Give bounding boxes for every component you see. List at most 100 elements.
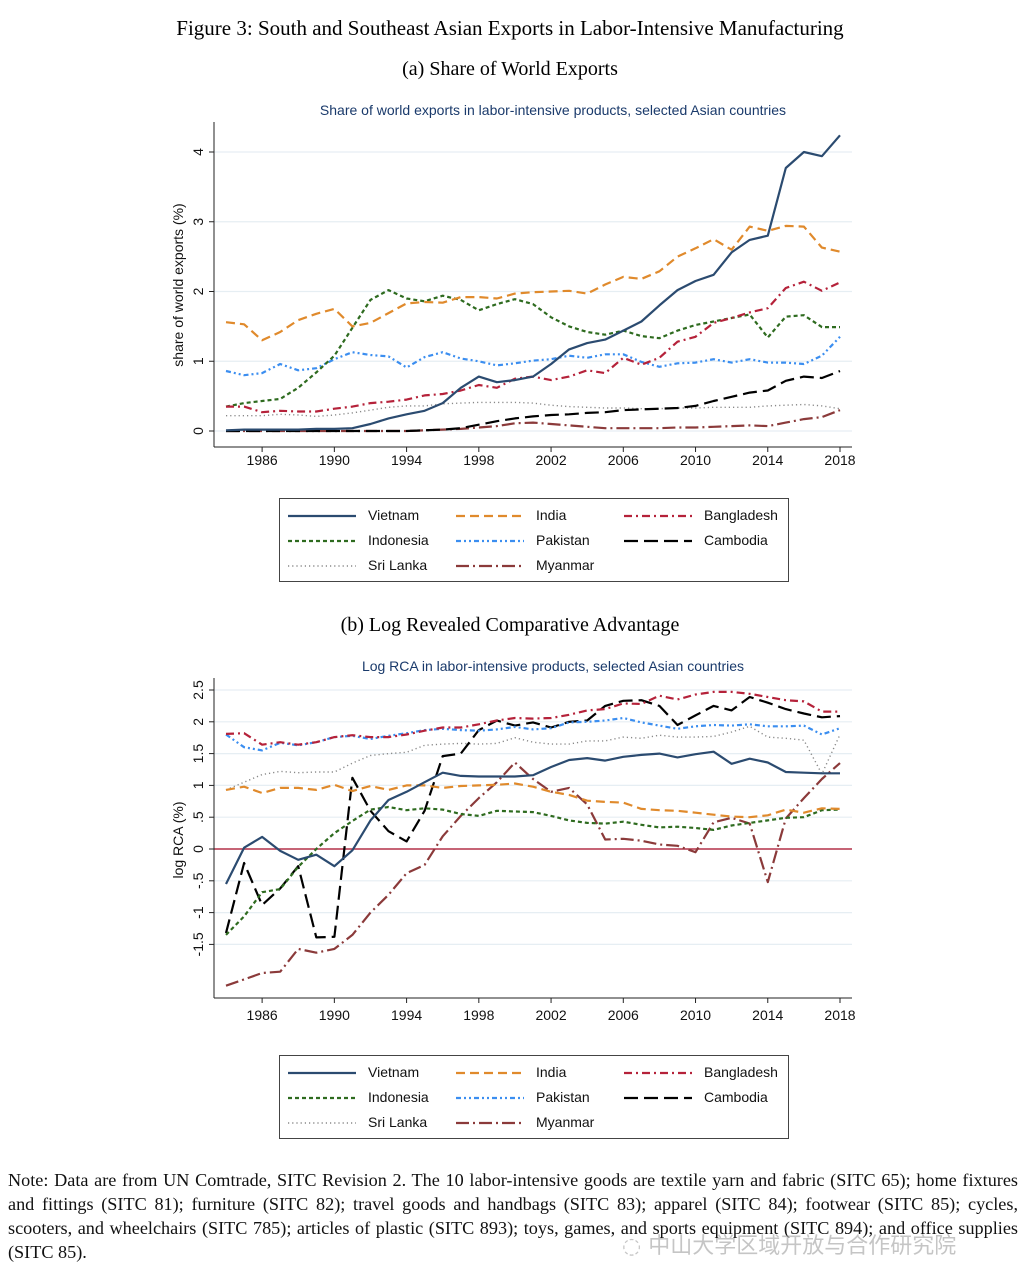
legend-swatch-vietnam [288,1071,356,1075]
legend-swatch-indonesia [288,539,356,543]
legend-chart-a: Vietnam India Bangladesh Indonesia Pakistan C… [279,498,789,582]
chart-share-world-exports: Share of world exports in labor-intensiv… [170,102,856,468]
x-tick-label: 2006 [608,452,639,468]
legend-label: Bangladesh [704,507,778,523]
series-line-cambodia [224,695,841,939]
y-tick-label: -1 [190,906,206,919]
legend-item-indonesia: Indonesia [288,531,453,551]
legend-swatch-pakistan [456,539,524,543]
x-tick-label: 1994 [391,452,422,468]
legend-label: Indonesia [368,1089,429,1105]
x-tick-label: 1990 [319,452,350,468]
legend-swatch-cambodia [624,539,692,543]
series-line-sri-lanka [226,401,841,418]
legend-item-india: India [456,1063,621,1083]
wechat-icon: ◌ [622,1234,649,1259]
x-tick-label: 2018 [824,452,855,468]
x-tick-label: 1994 [391,1007,422,1023]
series-line-indonesia [225,289,840,408]
legend-swatch-bangladesh [624,514,692,518]
y-axis-label: log RCA (%) [170,801,186,878]
y-tick-label: .5 [190,811,206,823]
series-line-cambodia [226,369,841,433]
panel-a-caption: (a) Share of World Exports [402,58,618,80]
legend-item-bangladesh: Bangladesh [624,1063,789,1083]
legend-item-pakistan: Pakistan [456,531,621,551]
series-line-sri-lanka [225,725,841,791]
x-tick-label: 2002 [535,452,566,468]
legend-item-vietnam: Vietnam [288,506,453,526]
y-tick-label: 3 [190,218,206,226]
legend-item-bangladesh: Bangladesh [624,506,789,526]
legend-label: Myanmar [536,557,595,573]
legend-label: Indonesia [368,532,429,548]
legend-chart-b: Vietnam India Bangladesh Indonesia Pakistan C… [279,1055,789,1139]
y-tick-label: 1 [190,357,206,365]
legend-swatch-bangladesh [624,1071,692,1075]
x-tick-label: 1998 [463,452,494,468]
x-tick-label: 2014 [752,1007,783,1023]
legend-label: India [536,507,567,523]
x-tick-label: 2010 [680,1007,711,1023]
x-tick-label: 2014 [752,452,783,468]
legend-label: Pakistan [536,1089,590,1105]
legend-label: Vietnam [368,1064,420,1080]
legend-swatch-myanmar [456,564,524,568]
x-tick-label: 2002 [535,1007,566,1023]
legend-swatch-india [456,1071,524,1075]
y-tick-label: 1.5 [190,744,206,764]
legend-label: Cambodia [704,532,768,548]
series-line-india [225,224,841,342]
legend-item-pakistan: Pakistan [456,1088,621,1108]
legend-swatch-cambodia [624,1096,692,1100]
series-line-vietnam [225,134,841,432]
series-line-india [225,782,841,819]
legend-label: Sri Lanka [368,1114,428,1130]
legend-label: Myanmar [536,1114,595,1130]
y-axis-label: share of world exports (%) [170,203,186,366]
legend-label: Sri Lanka [368,557,428,573]
x-tick-label: 2010 [680,452,711,468]
y-tick-label: 0 [190,427,206,435]
series-line-myanmar [225,761,841,987]
legend-label: India [536,1064,567,1080]
x-tick-label: 1990 [319,1007,350,1023]
legend-item-sri-lanka: Sri Lanka [288,1113,453,1133]
legend-label: Bangladesh [704,1064,778,1080]
x-tick-label: 2006 [608,1007,639,1023]
y-tick-label: -1.5 [190,932,206,956]
legend-item-cambodia: Cambodia [624,1088,789,1108]
y-tick-label: 2 [190,718,206,726]
legend-item-myanmar: Myanmar [456,556,621,576]
legend-swatch-india [456,514,524,518]
figure-title: Figure 3: South and Southeast Asian Expo… [176,16,844,40]
y-tick-label: 2.5 [190,680,206,700]
legend-item-sri-lanka: Sri Lanka [288,556,453,576]
legend-item-cambodia: Cambodia [624,531,789,551]
legend-item-indonesia: Indonesia [288,1088,453,1108]
chart-log-rca: Log RCA in labor-intensive products, sel… [170,658,856,1023]
x-tick-label: 1986 [247,452,278,468]
chart-title: Share of world exports in labor-intensiv… [320,102,786,118]
panel-b-caption: (b) Log Revealed Comparative Advantage [340,614,680,636]
legend-label: Vietnam [368,507,420,523]
y-tick-label: 4 [190,148,206,156]
series-line-pakistan [225,716,841,752]
x-tick-label: 1986 [247,1007,278,1023]
legend-swatch-sri-lanka [288,565,356,567]
y-tick-label: 1 [190,781,206,789]
legend-item-india: India [456,506,621,526]
watermark: ◌ 中山大学区域开放与合作研究院 [622,1228,956,1260]
figure-note: Note: Data are from UN Comtrade, SITC Re… [8,1170,1018,1262]
y-tick-label: 2 [190,287,206,295]
y-tick-label: -.5 [190,872,206,889]
x-tick-label: 1998 [463,1007,494,1023]
legend-swatch-indonesia [288,1096,356,1100]
legend-swatch-vietnam [288,514,356,518]
series-line-bangladesh [225,690,840,746]
watermark-text: 中山大学区域开放与合作研究院 [648,1234,957,1259]
legend-item-myanmar: Myanmar [456,1113,621,1133]
legend-swatch-sri-lanka [288,1122,356,1124]
x-tick-label: 2018 [824,1007,855,1023]
chart-title: Log RCA in labor-intensive products, sel… [362,658,744,674]
